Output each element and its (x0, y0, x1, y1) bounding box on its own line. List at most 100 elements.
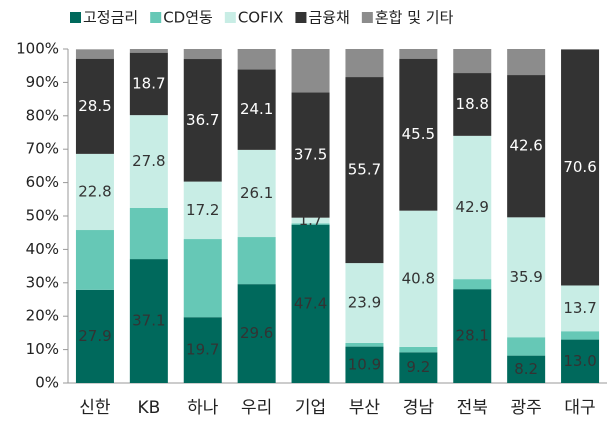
bar-segment (129, 115, 168, 208)
x-tick-label: 광주 (511, 398, 542, 418)
bar-segment (291, 223, 330, 225)
y-tick-label: 100% (16, 40, 59, 58)
bar-segment (561, 49, 600, 286)
bar-segment (399, 58, 438, 211)
data-label: 42.6 (509, 137, 542, 155)
data-label: 13.0 (563, 352, 596, 370)
bar-segment (183, 239, 222, 318)
data-label: 45.5 (402, 125, 435, 143)
data-label: 37.5 (294, 146, 327, 164)
bar-segment (237, 49, 276, 70)
y-tick-label: 30% (26, 273, 59, 291)
bar-segment (399, 346, 438, 353)
data-label: 10.9 (348, 355, 381, 373)
data-label: 19.7 (186, 341, 219, 359)
data-label: 22.8 (78, 182, 111, 200)
bar-segment (345, 346, 384, 383)
y-tick-label: 90% (26, 73, 59, 91)
data-label: 28.5 (78, 97, 111, 115)
bar-segment (129, 49, 168, 53)
bar-segment (345, 342, 384, 347)
data-label: 9.2 (406, 358, 430, 376)
bar-segment (399, 210, 438, 347)
data-label: 42.9 (456, 198, 489, 216)
data-label: 37.1 (132, 312, 165, 330)
x-tick-label: 경남 (403, 398, 435, 418)
data-label: 55.7 (348, 161, 381, 179)
x-tick-label: 대구 (564, 398, 595, 418)
y-tick-label: 40% (26, 240, 59, 258)
data-label: 26.1 (240, 184, 273, 202)
data-label: 70.6 (563, 158, 596, 176)
data-label: 8.2 (514, 360, 538, 378)
y-tick-label: 20% (26, 307, 59, 325)
bar-segment (183, 59, 222, 182)
x-tick-label: 기업 (295, 398, 326, 418)
bar-segment (399, 49, 438, 59)
legend-label: 금융채 (308, 9, 349, 27)
bar-segment (237, 284, 276, 383)
legend-label: CD연동 (163, 9, 213, 27)
data-label: 47.4 (294, 294, 327, 312)
data-label: 40.8 (402, 269, 435, 287)
data-label: 18.7 (132, 74, 165, 92)
bar-segment (129, 207, 168, 260)
bar-segment (507, 217, 546, 338)
bar-segment (453, 279, 492, 290)
bar-segment (561, 331, 600, 340)
x-tick-label: KB (137, 398, 160, 418)
legend-swatch (150, 12, 162, 23)
bar-segment (507, 337, 546, 356)
data-label: 24.1 (240, 100, 273, 118)
bar-segment (345, 77, 384, 264)
bar-segment (183, 317, 222, 383)
bar-segment (345, 49, 384, 78)
data-label: 13.7 (563, 299, 596, 317)
bar-segment (75, 58, 114, 154)
bar-segment (291, 224, 330, 383)
bar-segment (75, 49, 114, 59)
bar-segment (561, 49, 600, 50)
bar-segment (237, 69, 276, 150)
bar-segment (561, 339, 600, 383)
y-tick-label: 60% (26, 173, 59, 191)
bar-segment (561, 285, 600, 332)
bar-segment (345, 263, 384, 343)
x-tick-label: 부산 (349, 398, 381, 418)
data-label: 36.7 (186, 111, 219, 129)
x-tick-label: 전북 (457, 398, 488, 418)
legend-swatch (224, 12, 236, 23)
bar-segment (453, 289, 492, 383)
data-label: 35.9 (509, 268, 542, 286)
bar-segment (399, 352, 438, 383)
bar-segment (291, 92, 330, 218)
bar-segment (453, 135, 492, 280)
legend-label: 고정금리 (83, 9, 138, 27)
bar-segment (291, 217, 330, 224)
legend-swatch (295, 12, 307, 23)
bar-segment (237, 237, 276, 285)
bar-segment (507, 355, 546, 383)
bar-segment (183, 181, 222, 240)
data-label: 29.6 (240, 324, 273, 342)
x-tick-label: 신한 (79, 398, 111, 418)
bar-segment (291, 49, 330, 93)
legend-label: 혼합 및 기타 (375, 9, 454, 27)
y-tick-label: 80% (26, 106, 59, 124)
y-tick-label: 0% (35, 374, 59, 392)
bar-segment (453, 73, 492, 136)
bar-segment (453, 49, 492, 74)
data-label: 27.8 (132, 152, 165, 170)
bar-segment (129, 52, 168, 116)
legend-swatch (70, 12, 81, 23)
data-label: 23.9 (348, 294, 381, 312)
bar-segment (507, 49, 546, 76)
data-label: 18.8 (456, 95, 489, 113)
bar-segment (75, 153, 114, 231)
data-label: 28.1 (456, 327, 489, 345)
x-tick-label: 하나 (187, 398, 219, 418)
x-tick-label: 우리 (241, 398, 272, 418)
legend-swatch (361, 12, 373, 23)
bar-segment (129, 259, 168, 383)
